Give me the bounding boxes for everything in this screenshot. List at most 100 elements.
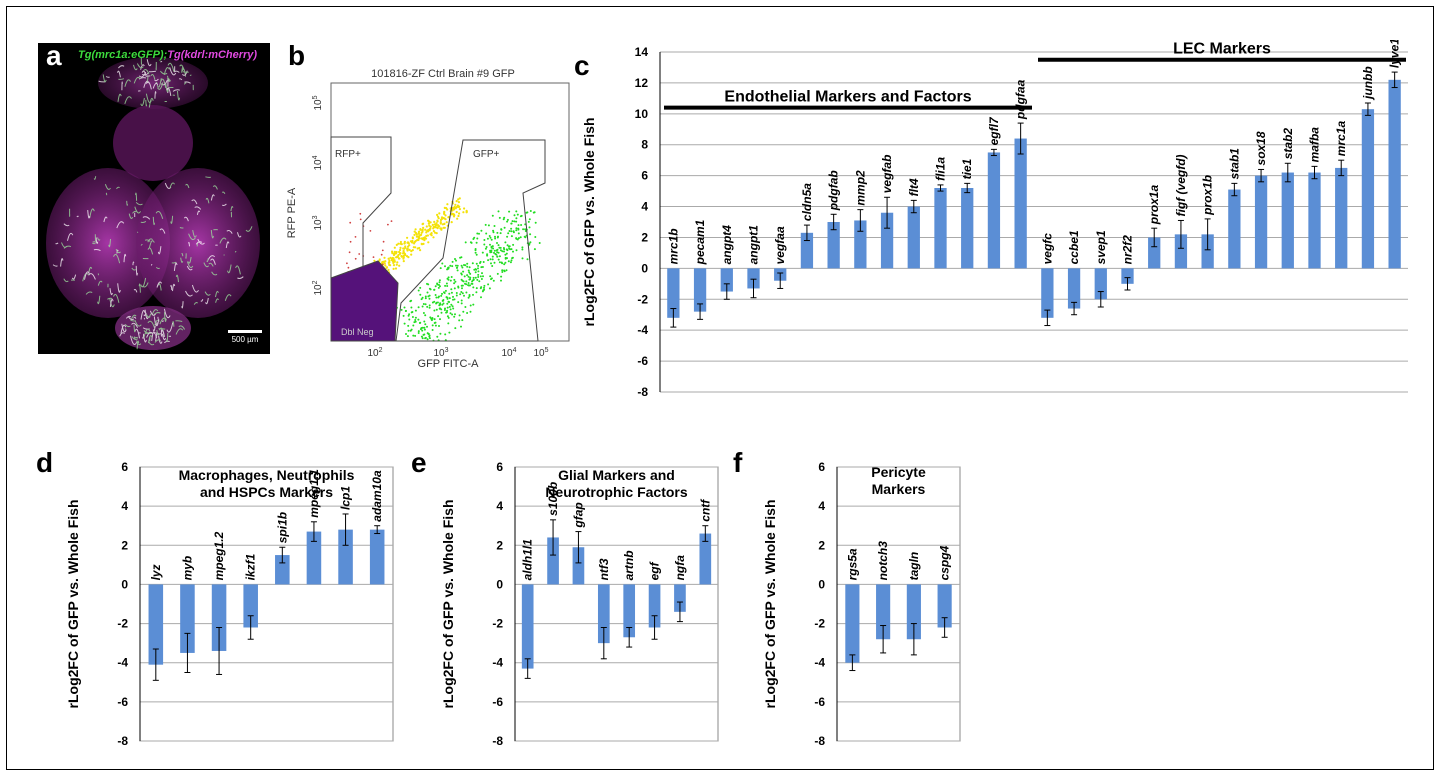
bar <box>876 584 891 640</box>
facs-dot-gfp <box>475 287 478 290</box>
facs-dot-mixed <box>450 221 453 224</box>
vessel-mark <box>143 81 149 88</box>
bar <box>880 212 894 269</box>
vessel-mark <box>117 70 121 78</box>
vessel-mark <box>175 320 183 322</box>
facs-dot-gfp <box>452 298 454 301</box>
facs-dot-gfp <box>408 313 411 316</box>
facs-dot-mixed <box>413 233 416 236</box>
facs-dot-gfp <box>428 287 431 290</box>
facs-dot-gfp <box>414 334 417 337</box>
facs-dot-gfp <box>475 262 478 265</box>
facs-dot-mixed <box>436 213 439 216</box>
category-label: svep1 <box>1094 230 1108 264</box>
facs-dot-mixed <box>432 225 435 228</box>
bar <box>906 584 921 640</box>
vessel-mark <box>170 215 174 224</box>
vessel-mark <box>227 264 232 274</box>
facs-dot-gfp <box>446 315 449 318</box>
facs-dot-gfp <box>482 289 485 292</box>
vessel-mark <box>140 277 147 288</box>
facs-dot-mixed <box>392 264 396 267</box>
facs-dot-gfp <box>520 224 523 226</box>
facs-dot-mixed <box>427 222 430 225</box>
facs-dot-gfp <box>405 333 407 335</box>
facs-dot-gfp <box>507 260 510 263</box>
facs-dot-mixed <box>463 207 466 210</box>
vessel-mark <box>183 82 187 85</box>
panel-label-b: b <box>288 40 306 71</box>
facs-dot-gfp <box>444 289 447 292</box>
category-label: prox1b <box>1201 175 1215 216</box>
facs-dot-gfp <box>460 273 463 276</box>
facs-dot-gfp <box>426 325 428 328</box>
figure-frame <box>6 6 1434 770</box>
facs-dot-gfp <box>436 335 439 338</box>
facs-dot-gfp <box>421 305 424 308</box>
facs-dot-gfp <box>444 265 446 268</box>
facs-dot-gfp <box>414 320 417 323</box>
facs-dot-gfp <box>506 220 509 223</box>
vessel-mark <box>212 185 218 190</box>
facs-dot-gfp <box>450 303 453 306</box>
facs-dot-gfp <box>434 285 437 288</box>
facs-dot-mixed <box>381 260 384 264</box>
facs-dot-gfp <box>438 279 441 282</box>
y-tick-label: 6 <box>641 169 648 183</box>
vessel-mark <box>160 70 168 75</box>
facs-dot-mixed <box>387 257 390 260</box>
facs-dot-gfp <box>408 318 411 321</box>
facs-dot-gfp <box>444 307 446 310</box>
facs-dot-gfp <box>466 262 469 265</box>
facs-dot-gfp <box>468 295 471 298</box>
facs-dot-gfp <box>515 227 518 230</box>
facs-dot-gfp <box>455 292 458 294</box>
facs-dot-gfp <box>477 267 479 270</box>
vessel-mark <box>179 64 185 71</box>
facs-dot-gfp <box>491 214 494 217</box>
facs-dot-mixed <box>396 261 399 264</box>
facs-dot-gfp <box>441 299 444 302</box>
vessel-mark <box>163 67 170 76</box>
bar <box>1067 268 1081 309</box>
facs-dot-gfp <box>495 253 498 256</box>
vessel-mark <box>170 284 173 291</box>
y-tick-label: 14 <box>635 45 649 59</box>
facs-dot-gfp <box>502 247 505 249</box>
facs-title: 101816-ZF Ctrl Brain #9 GFP <box>371 68 515 80</box>
vessel-mark <box>133 324 136 333</box>
vessel-mark <box>88 266 93 273</box>
facs-dot-mixed <box>442 226 445 229</box>
facs-dot-gfp <box>516 213 519 216</box>
facs-dot-gfp <box>515 237 518 240</box>
facs-dot-gfp <box>417 318 420 321</box>
bar <box>934 188 947 269</box>
facs-dot-gfp <box>414 319 417 321</box>
facs-dot-gfp <box>489 258 492 261</box>
facs-dot-gfp <box>440 294 443 297</box>
facs-dot-gfp <box>513 214 516 217</box>
vessel-mark <box>181 253 184 257</box>
facs-dot-gfp <box>493 225 496 227</box>
category-label: angpt1 <box>747 225 761 265</box>
facs-dot-gfp <box>529 233 532 236</box>
facs-dot-gfp <box>438 281 441 284</box>
facs-dot-gfp <box>435 302 438 305</box>
vessel-mark <box>133 64 138 71</box>
facs-dot-gfp <box>528 226 531 229</box>
facs-dot-gfp <box>439 307 441 310</box>
vessel-mark <box>194 206 202 210</box>
vessel-mark <box>156 281 163 288</box>
y-tick-label: 6 <box>818 460 825 474</box>
facs-dot-mixed <box>444 218 447 221</box>
facs-dot-gfp <box>532 211 535 214</box>
vessel-mark <box>200 299 204 302</box>
vessel-mark <box>145 99 148 107</box>
facs-dot-gfp <box>474 276 477 279</box>
facs-dot-gfp <box>466 274 469 277</box>
facs-dot-mixed <box>436 220 439 223</box>
vessel-mark <box>147 320 155 329</box>
bar <box>306 531 322 585</box>
facs-dot-gfp <box>475 241 478 244</box>
y-tick-label: 2 <box>818 538 825 552</box>
